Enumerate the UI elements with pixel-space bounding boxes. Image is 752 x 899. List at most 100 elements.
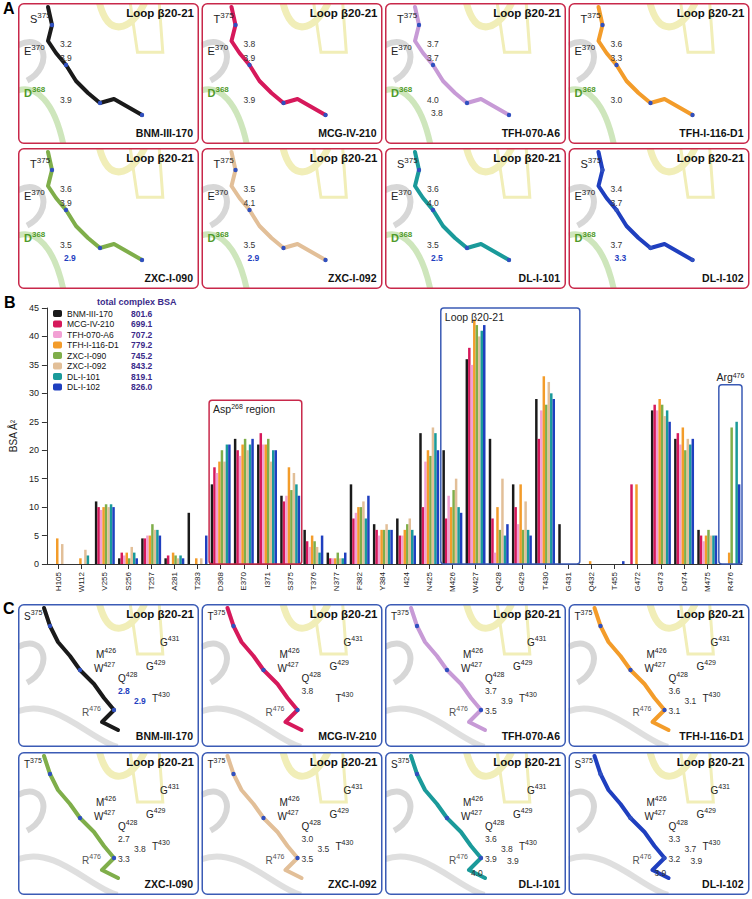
- svg-text:745.2: 745.2: [131, 351, 153, 361]
- svg-text:801.6: 801.6: [131, 309, 153, 319]
- svg-text:826.0: 826.0: [131, 382, 153, 392]
- svg-text:3.9: 3.9: [691, 856, 703, 866]
- svg-text:T375: T375: [208, 609, 226, 622]
- svg-text:W427: W427: [278, 809, 299, 822]
- svg-text:3.7: 3.7: [427, 39, 439, 49]
- svg-text:3.6: 3.6: [60, 184, 72, 194]
- svg-text:20: 20: [29, 445, 39, 455]
- svg-text:S256: S256: [124, 571, 133, 590]
- svg-text:MCG-IV-210: MCG-IV-210: [67, 319, 115, 329]
- svg-text:T430: T430: [519, 691, 537, 704]
- svg-text:3.9: 3.9: [655, 868, 667, 878]
- svg-text:DL-I-102: DL-I-102: [702, 878, 744, 890]
- svg-text:G429: G429: [697, 659, 717, 672]
- svg-text:Q428: Q428: [485, 819, 505, 832]
- svg-text:2.9: 2.9: [248, 253, 260, 263]
- svg-text:3.2: 3.2: [669, 854, 681, 864]
- svg-text:2.5: 2.5: [431, 253, 443, 263]
- svg-text:I424: I424: [402, 571, 411, 587]
- svg-text:M426: M426: [96, 795, 116, 808]
- svg-text:T430: T430: [703, 691, 721, 704]
- svg-text:Loop β20-21: Loop β20-21: [310, 7, 378, 19]
- svg-text:4.0: 4.0: [471, 868, 483, 878]
- svg-text:30: 30: [29, 388, 39, 398]
- svg-text:N377: N377: [332, 571, 341, 591]
- svg-text:Loop β20-21: Loop β20-21: [677, 756, 745, 768]
- svg-text:W427: W427: [471, 571, 480, 592]
- svg-text:D368: D368: [24, 230, 46, 244]
- svg-text:Loop β20-21: Loop β20-21: [310, 756, 378, 768]
- svg-text:ZXC-I-092: ZXC-I-092: [67, 361, 106, 371]
- svg-text:G431: G431: [344, 783, 364, 796]
- svg-text:3.5: 3.5: [485, 706, 497, 716]
- svg-text:T375: T375: [208, 757, 226, 770]
- svg-text:R476: R476: [633, 853, 652, 866]
- svg-text:R476: R476: [449, 853, 468, 866]
- svg-text:R476: R476: [633, 705, 652, 718]
- svg-text:M426: M426: [463, 647, 483, 660]
- svg-text:S375: S375: [575, 757, 593, 770]
- svg-text:ZXC-I-090: ZXC-I-090: [145, 272, 194, 284]
- svg-text:G431: G431: [527, 635, 547, 648]
- svg-text:T455: T455: [610, 571, 619, 590]
- svg-text:3.5: 3.5: [60, 240, 72, 250]
- svg-text:3.7: 3.7: [427, 53, 439, 63]
- svg-text:Arg: Arg: [716, 371, 733, 383]
- svg-text:3.2: 3.2: [60, 39, 72, 49]
- svg-text:ZXC-I-090: ZXC-I-090: [67, 351, 106, 361]
- svg-text:G431: G431: [527, 783, 547, 796]
- svg-text:ZXC-I-092: ZXC-I-092: [328, 272, 377, 284]
- svg-text:G431: G431: [344, 635, 364, 648]
- svg-text:T375: T375: [581, 11, 602, 25]
- svg-text:M475: M475: [703, 571, 712, 592]
- svg-text:3.8: 3.8: [302, 686, 314, 696]
- svg-text:G431: G431: [564, 571, 573, 591]
- svg-text:3.8: 3.8: [501, 844, 513, 854]
- svg-text:3.4: 3.4: [611, 184, 623, 194]
- svg-text:D368: D368: [575, 230, 597, 244]
- svg-text:3.1: 3.1: [669, 706, 681, 716]
- svg-text:3.7: 3.7: [611, 240, 623, 250]
- svg-text:E370: E370: [575, 43, 596, 57]
- svg-text:W112: W112: [77, 571, 86, 592]
- svg-text:Loop β20-21: Loop β20-21: [310, 608, 378, 620]
- svg-text:Q428: Q428: [118, 819, 138, 832]
- svg-text:TFH-I-116-D1: TFH-I-116-D1: [67, 340, 119, 350]
- svg-text:TFH-070-A6: TFH-070-A6: [502, 730, 561, 742]
- svg-text:G429: G429: [146, 807, 166, 820]
- svg-text:R476: R476: [266, 705, 285, 718]
- svg-text:Loop β20-21: Loop β20-21: [677, 7, 745, 19]
- svg-text:TFH-I-116-D1: TFH-I-116-D1: [679, 730, 743, 742]
- svg-text:DL-I-101: DL-I-101: [67, 372, 100, 382]
- svg-text:T430: T430: [541, 571, 550, 590]
- svg-text:Loop β20-21: Loop β20-21: [310, 152, 378, 164]
- svg-text:3.0: 3.0: [611, 95, 623, 105]
- svg-text:3.9: 3.9: [507, 856, 519, 866]
- svg-text:707.2: 707.2: [131, 330, 153, 340]
- svg-text:TFH-I-116-D1: TFH-I-116-D1: [679, 127, 743, 139]
- svg-text:3.7: 3.7: [485, 686, 497, 696]
- svg-text:E370: E370: [575, 188, 596, 202]
- svg-text:2.8: 2.8: [118, 686, 130, 696]
- svg-text:M426: M426: [448, 571, 457, 592]
- svg-text:DL-I-102: DL-I-102: [67, 382, 100, 392]
- svg-text:Q428: Q428: [494, 571, 503, 591]
- svg-text:3.8: 3.8: [244, 39, 256, 49]
- svg-text:3.5: 3.5: [244, 240, 256, 250]
- svg-text:T257: T257: [147, 571, 156, 590]
- svg-text:Loop β20-21: Loop β20-21: [126, 756, 194, 768]
- svg-text:G431: G431: [711, 783, 731, 796]
- svg-text:Loop β20-21: Loop β20-21: [126, 7, 194, 19]
- svg-text:3.1: 3.1: [685, 696, 697, 706]
- svg-text:R476: R476: [266, 853, 285, 866]
- svg-text:3.9: 3.9: [244, 53, 256, 63]
- svg-text:Q428: Q428: [302, 671, 322, 684]
- svg-text:3.6: 3.6: [485, 834, 497, 844]
- svg-text:ZXC-I-092: ZXC-I-092: [328, 878, 377, 890]
- svg-text:M426: M426: [280, 647, 300, 660]
- svg-text:E370: E370: [24, 188, 45, 202]
- svg-text:Y384: Y384: [378, 571, 387, 590]
- svg-text:E370: E370: [391, 188, 412, 202]
- svg-text:W427: W427: [645, 809, 666, 822]
- svg-text:DL-I-102: DL-I-102: [702, 272, 744, 284]
